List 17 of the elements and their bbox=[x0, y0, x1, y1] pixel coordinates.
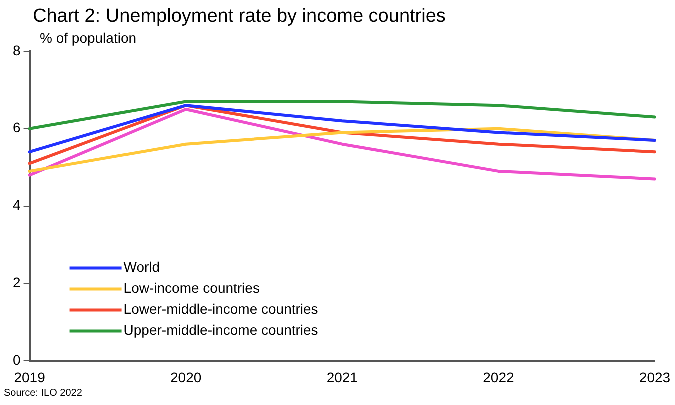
chart-title: Chart 2: Unemployment rate by income countries bbox=[33, 6, 446, 28]
x-tick-label: 2022 bbox=[483, 369, 514, 386]
x-tick-label: 2023 bbox=[639, 369, 671, 386]
legend-label: World bbox=[124, 259, 160, 276]
legend-label: Low-income countries bbox=[124, 280, 260, 296]
y-tick-label: 6 bbox=[12, 120, 21, 136]
source-note: Source: ILO 2022 bbox=[4, 388, 82, 399]
x-tick-label: 2021 bbox=[326, 369, 358, 386]
legend-label: Lower-middle-income countries bbox=[124, 301, 318, 318]
y-tick-label: 4 bbox=[12, 197, 21, 214]
legend-label: Upper-middle-income countries bbox=[124, 322, 318, 338]
x-tick-label: 2020 bbox=[170, 369, 202, 386]
y-tick-label: 0 bbox=[12, 352, 21, 368]
y-tick-label: 8 bbox=[12, 42, 21, 58]
y-tick-label: 2 bbox=[12, 274, 21, 291]
y-axis-title: % of population bbox=[40, 30, 137, 46]
x-tick-label: 2019 bbox=[14, 369, 46, 386]
